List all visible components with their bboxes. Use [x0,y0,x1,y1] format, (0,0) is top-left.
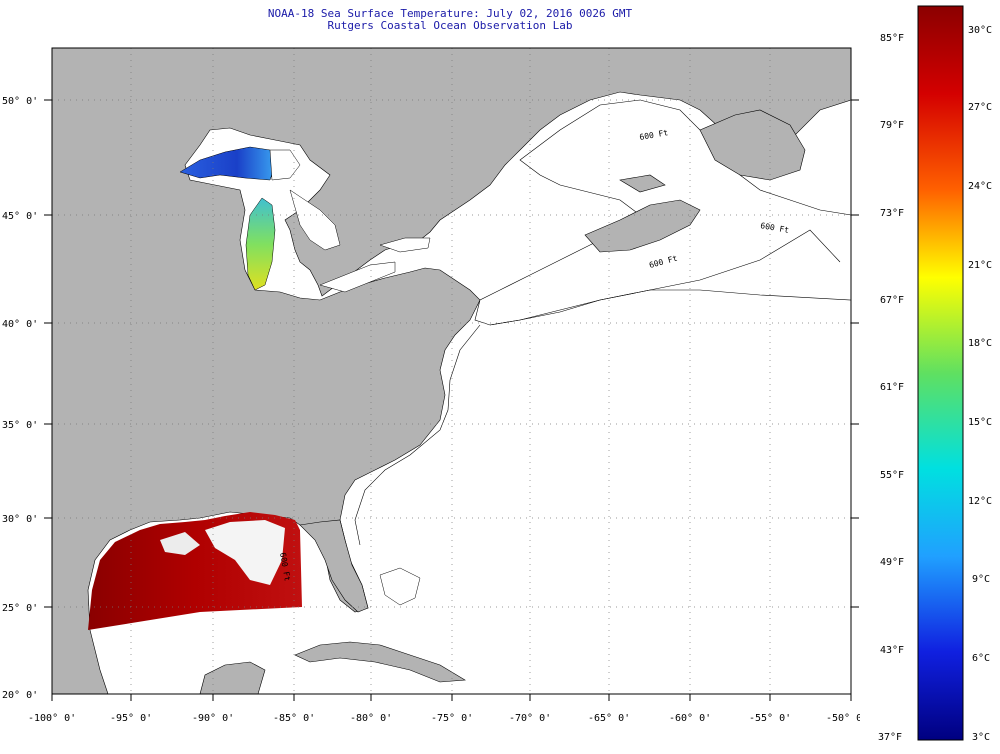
lon-label: -55° 0' [749,713,791,724]
colorbar-graphic [917,5,964,741]
colorbar-c-label: 21°C [968,260,993,271]
colorbar-c-label: 24°C [968,181,993,192]
land-nova-scotia [584,199,701,253]
colorbar-c-label: 30°C [968,25,993,36]
lon-label: -50° 0' [826,713,860,724]
lake-superior-east [269,149,301,181]
lon-label: -85° 0' [273,713,315,724]
colorbar-c-label: 18°C [968,338,993,349]
land-bahamas [379,567,421,606]
shelf-contour-north [489,229,841,326]
shelf-contour [354,324,481,546]
lat-label: 30° 0' [2,514,38,525]
lat-label: 50° 0' [2,96,38,107]
land-newfoundland [699,109,806,181]
sst-map: 600 Ft 600 Ft 600 Ft 600 Ft 50° 0' 45° 0… [2,47,860,724]
lat-label: 35° 0' [2,420,38,431]
colorbar-c-label: 6°C [972,653,991,664]
colorbar-c-label: 15°C [968,417,993,428]
colorbar-gradient [917,5,964,741]
colorbar-f-label: 61°F [880,382,905,393]
colorbar-c-label: 12°C [968,496,993,507]
latitude-labels: 50° 0' 45° 0' 40° 0' 35° 0' 30° 0' 25° 0… [2,96,38,701]
lake-michigan [245,197,276,291]
lon-label: -65° 0' [588,713,630,724]
colorbar-f-label: 55°F [880,470,905,481]
colorbar-f-label: 73°F [880,208,905,219]
colorbar-f-label: 37°F [878,732,903,743]
title-line-2: Rutgers Coastal Ocean Observation Lab [327,19,573,32]
map-title: NOAA-18 Sea Surface Temperature: July 02… [0,8,900,32]
lon-label: -90° 0' [192,713,234,724]
lake-erie [319,261,396,293]
title-line-1: NOAA-18 Sea Surface Temperature: July 02… [267,7,633,20]
colorbar-c-label: 9°C [972,574,991,585]
land-cuba [294,641,466,683]
colorbar-f-label: 67°F [880,295,905,306]
colorbar-f-label: 85°F [880,33,905,44]
colorbar-f-label: 49°F [880,557,905,568]
lat-label: 45° 0' [2,211,38,222]
colorbar-f-label: 43°F [880,645,905,656]
gulf-cloud-patch-2 [160,532,200,555]
lon-label: -80° 0' [350,713,392,724]
lat-label: 25° 0' [2,603,38,614]
colorbar-c-label: 3°C [972,732,991,743]
lon-label: -75° 0' [431,713,473,724]
colorbar-c-label: 27°C [968,102,993,113]
lat-label: 20° 0' [2,690,38,701]
gulf-cloud-patch [205,520,285,585]
lon-label: -95° 0' [110,713,152,724]
lon-label: -100° 0' [28,713,76,724]
contour-labels: 600 Ft 600 Ft 600 Ft 600 Ft [278,128,790,582]
lon-label: -60° 0' [669,713,711,724]
land-pei [619,174,666,193]
lake-ontario [379,237,431,253]
longitude-labels: -100° 0' -95° 0' -90° 0' -85° 0' -80° 0'… [28,713,860,724]
colorbar: 85°F 79°F 73°F 67°F 61°F 55°F 49°F 43°F … [860,0,1000,754]
lake-huron [289,189,341,251]
land-florida [299,519,369,613]
lon-label: -70° 0' [509,713,551,724]
lat-label: 40° 0' [2,319,38,330]
colorbar-f-label: 79°F [880,120,905,131]
